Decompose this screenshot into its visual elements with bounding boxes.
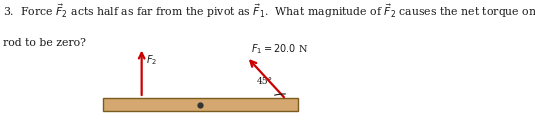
Text: $F_2$: $F_2$ bbox=[146, 53, 157, 67]
Text: 45°: 45° bbox=[256, 77, 272, 86]
Text: rod to be zero?: rod to be zero? bbox=[3, 38, 86, 48]
Text: $F_1 = 20.0$ N: $F_1 = 20.0$ N bbox=[251, 42, 308, 56]
Text: 3.  Force $\vec{F}_2$ acts half as far from the pivot as $\vec{F}_1$.  What magn: 3. Force $\vec{F}_2$ acts half as far fr… bbox=[3, 3, 535, 20]
FancyBboxPatch shape bbox=[103, 98, 297, 111]
